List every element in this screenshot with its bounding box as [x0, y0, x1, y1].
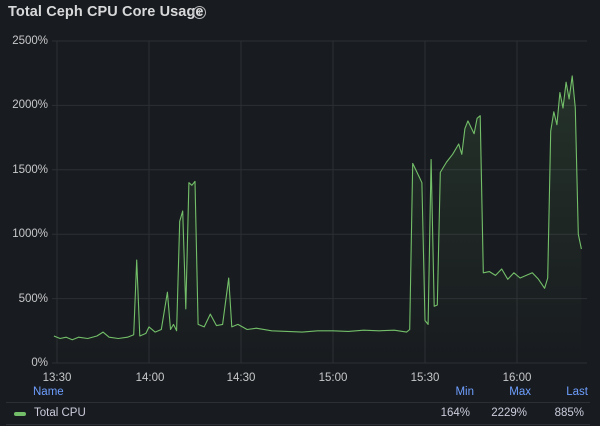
- x-tick-label: 15:00: [318, 372, 348, 384]
- legend-series-name[interactable]: Total CPU: [34, 407, 86, 419]
- panel-title[interactable]: Total Ceph CPU Core Usage: [8, 4, 204, 20]
- legend-header-last[interactable]: Last: [566, 386, 588, 398]
- legend-header-min[interactable]: Min: [455, 386, 474, 398]
- legend-divider: [6, 402, 590, 403]
- x-tick-label: 14:30: [226, 372, 256, 384]
- x-tick-label: 14:00: [135, 372, 165, 384]
- y-tick-label: 0%: [31, 357, 48, 369]
- info-circle-icon[interactable]: i: [193, 6, 206, 19]
- y-tick-label: 2000%: [12, 99, 48, 111]
- series-color-swatch[interactable]: [14, 412, 26, 416]
- legend-max-value: 2229%: [491, 407, 527, 419]
- legend-min-value: 164%: [440, 407, 470, 419]
- y-tick-label: 1000%: [12, 228, 48, 240]
- legend-row-total-cpu[interactable]: Total CPU 164% 2229% 885%: [6, 404, 590, 424]
- legend-divider: [6, 424, 590, 425]
- series-area-fill: [53, 75, 582, 364]
- y-tick-label: 500%: [18, 293, 48, 305]
- x-tick-label: 16:00: [502, 372, 532, 384]
- x-tick-label: 13:30: [42, 372, 72, 384]
- y-tick-label: 1500%: [12, 164, 48, 176]
- legend-header-max[interactable]: Max: [509, 386, 531, 398]
- x-tick-label: 15:30: [410, 372, 440, 384]
- series-line-total-cpu[interactable]: [53, 75, 582, 341]
- legend-last-value: 885%: [554, 407, 584, 419]
- y-tick-label: 2500%: [12, 35, 48, 47]
- legend-header-name[interactable]: Name: [33, 386, 64, 398]
